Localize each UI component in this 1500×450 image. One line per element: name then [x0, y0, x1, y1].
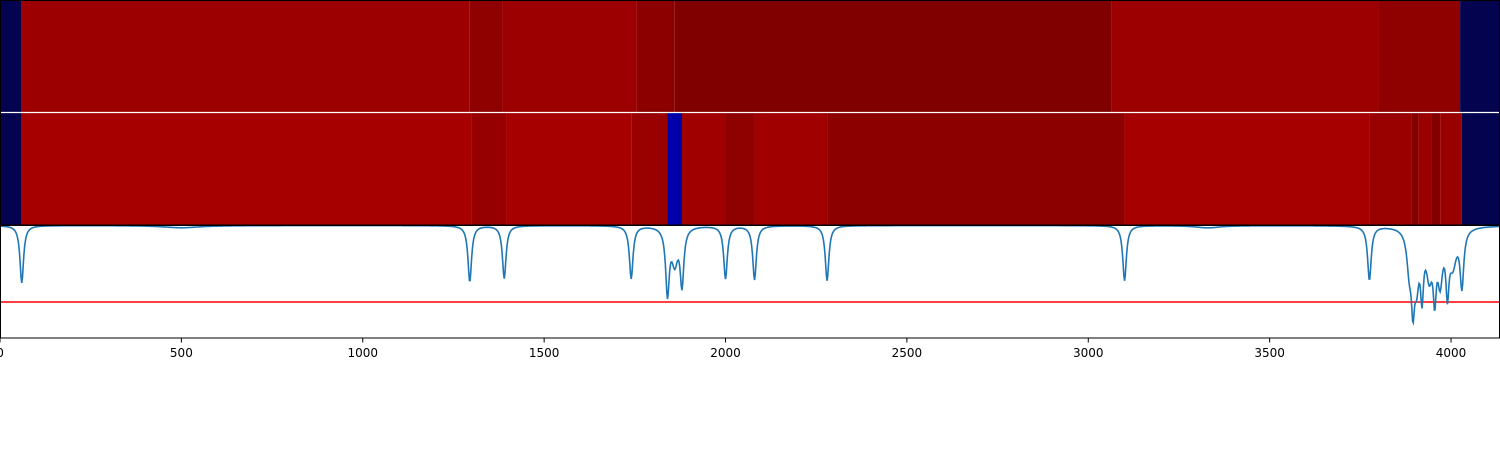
heatmap-cell	[502, 1, 637, 113]
x-axis: 0 500 1000 1500 2000 2500 3000 3500 4000	[0, 338, 1466, 360]
heatmap-cell	[681, 113, 726, 225]
heatmap-cell	[471, 113, 507, 225]
x-tick-label: 4000	[1436, 346, 1467, 360]
x-tick-label: 3500	[1254, 346, 1285, 360]
heatmap-cell	[1124, 113, 1370, 225]
heatmap-cell	[1378, 1, 1461, 113]
heatmap-cell	[0, 113, 22, 225]
x-tick-label: 2500	[892, 346, 923, 360]
heatmap-cell	[667, 113, 682, 225]
heatmap-cell	[1461, 113, 1500, 225]
heatmap-cell	[631, 113, 668, 225]
x-tick-label: 500	[170, 346, 193, 360]
heatmap-cell	[1431, 113, 1441, 225]
x-tick-label: 1000	[347, 346, 378, 360]
heatmap-cell	[1460, 1, 1500, 113]
x-tick-label: 3000	[1073, 346, 1104, 360]
heatmap-cell	[469, 1, 503, 113]
heatmap-cell	[674, 1, 1112, 113]
heatmap-cell	[1418, 113, 1432, 225]
x-tick-label: 2000	[710, 346, 741, 360]
heatmap-cell	[827, 113, 1125, 225]
heatmap-cell	[636, 1, 675, 113]
heatmap-cell	[1440, 113, 1462, 225]
heatmap-cell	[506, 113, 632, 225]
heatmap-cell	[1411, 113, 1419, 225]
heatmap-cell	[0, 1, 22, 113]
heatmap-top-panel	[0, 1, 1500, 113]
heatmap-cell	[1369, 113, 1412, 225]
heatmap-middle-panel	[0, 113, 1500, 225]
x-tick-label: 0	[0, 346, 4, 360]
heatmap-cell	[725, 113, 755, 225]
heatmap-cell	[754, 113, 828, 225]
heatmap-cell	[1111, 1, 1379, 113]
x-tick-label: 1500	[529, 346, 560, 360]
heatmap-cell	[21, 1, 470, 113]
heatmap-cell	[21, 113, 472, 225]
